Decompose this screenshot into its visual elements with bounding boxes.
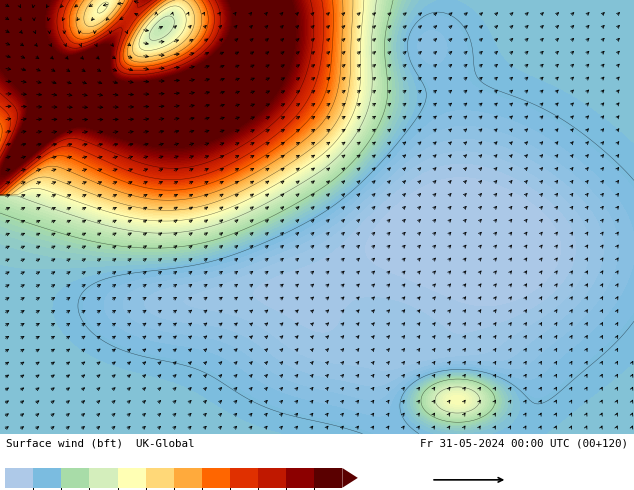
Bar [5,468,33,488]
Bar [89,468,117,488]
Bar [286,468,314,488]
Bar [202,468,230,488]
Bar [174,468,202,488]
Bar [230,468,258,488]
Bar [314,468,342,488]
Bar [146,468,174,488]
Text: Surface wind (bft)  UK-Global: Surface wind (bft) UK-Global [6,438,195,448]
Bar [33,468,61,488]
Bar [258,468,286,488]
Bar [61,468,89,488]
Text: Fr 31-05-2024 00:00 UTC (00+120): Fr 31-05-2024 00:00 UTC (00+120) [420,438,628,448]
Bar [117,468,146,488]
Polygon shape [342,468,358,488]
